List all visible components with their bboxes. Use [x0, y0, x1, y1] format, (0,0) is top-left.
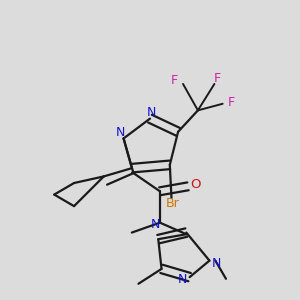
Text: F: F — [214, 73, 221, 85]
Text: Br: Br — [165, 197, 179, 210]
Text: N: N — [116, 126, 125, 139]
Text: F: F — [171, 74, 178, 87]
Text: N: N — [150, 218, 160, 231]
Text: F: F — [227, 96, 235, 109]
Text: N: N — [212, 257, 221, 270]
Text: N: N — [147, 106, 156, 118]
Text: N: N — [178, 273, 187, 286]
Text: O: O — [190, 178, 200, 191]
